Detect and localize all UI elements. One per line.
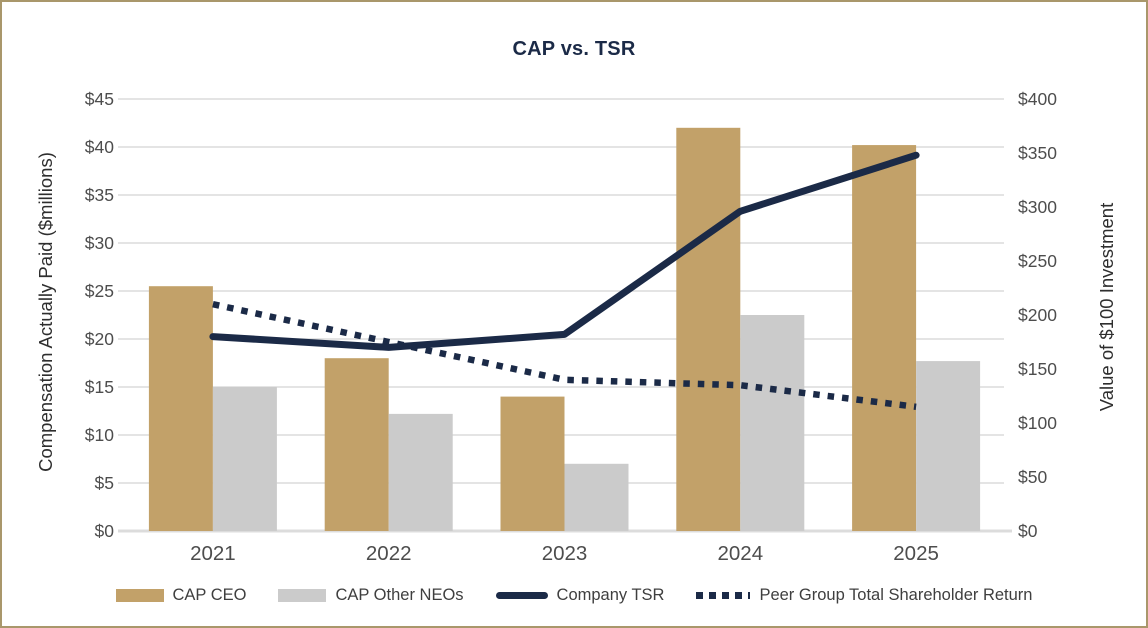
cap-ceo-label: CAP CEO (172, 585, 247, 604)
x-axis-label-2023: 2023 (542, 542, 588, 565)
legend-item-peer-group-tsr: Peer Group Total Shareholder Return (696, 586, 1032, 605)
legend-item-company-tsr: Company TSR (495, 585, 665, 605)
left-axis-tick: $30 (85, 233, 114, 253)
cap-ceo-swatch (115, 588, 164, 602)
left-axis-tick: $40 (85, 137, 114, 157)
left-axis-tick: $45 (85, 89, 114, 109)
bar-cap-other-neos-2024 (740, 315, 805, 531)
company-tsr-label: Company TSR (556, 585, 665, 604)
line-company-tsr (209, 151, 920, 351)
x-axis-label-2024: 2024 (717, 542, 763, 565)
left-axis-tick: $35 (85, 185, 114, 205)
bar-cap-ceo-2025 (852, 145, 917, 531)
bar-cap-other-neos-2023 (564, 463, 629, 531)
cap-other-neos-label: CAP Other NEOs (335, 585, 464, 604)
chart-title: CAP vs. TSR (512, 38, 636, 60)
company-tsr-swatch (495, 591, 548, 599)
line-peer-group-total-shareholder-return (212, 301, 917, 411)
legend-item-cap-other-neos: CAP Other NEOs (278, 585, 464, 605)
x-axis-label-2025: 2025 (893, 542, 939, 565)
right-axis-tick: $50 (1018, 467, 1047, 487)
legend: CAP CEO CAP Other NEOs Company TSR Peer … (2, 580, 1146, 610)
legend-item-cap-ceo: CAP CEO (115, 585, 247, 605)
right-axis-tick: $100 (1018, 413, 1057, 433)
left-axis-tick: $10 (85, 425, 114, 445)
bar-cap-other-neos-2025 (916, 361, 981, 531)
right-axis-tick: $400 (1018, 89, 1057, 109)
right-axis-tick: $350 (1018, 143, 1057, 163)
right-axis-tick: $150 (1018, 359, 1057, 379)
right-axis-tick: $250 (1018, 251, 1057, 271)
bar-cap-ceo-2024 (676, 127, 741, 532)
bar-cap-other-neos-2021 (212, 387, 277, 531)
x-axis-label-2021: 2021 (190, 542, 236, 565)
x-axis-label-2022: 2022 (366, 542, 412, 565)
peer-group-tsr-swatch (696, 591, 751, 599)
right-axis-tick: $200 (1018, 305, 1057, 325)
bar-cap-ceo-2021 (148, 286, 213, 531)
cap-other-neos-swatch (278, 588, 327, 602)
left-axis-tick: $20 (85, 329, 114, 349)
left-axis-tick: $5 (95, 473, 114, 493)
right-axis-tick: $0 (1018, 521, 1038, 541)
bar-cap-other-neos-2022 (388, 413, 453, 531)
bar-cap-ceo-2022 (324, 358, 389, 531)
left-axis-tick: $15 (85, 377, 114, 397)
right-axis-tick: $300 (1018, 197, 1057, 217)
peer-group-tsr-label: Peer Group Total Shareholder Return (759, 585, 1033, 604)
left-axis-tick: $0 (95, 521, 115, 541)
bar-cap-ceo-2023 (500, 396, 565, 531)
left-axis-tick: $25 (85, 281, 114, 301)
